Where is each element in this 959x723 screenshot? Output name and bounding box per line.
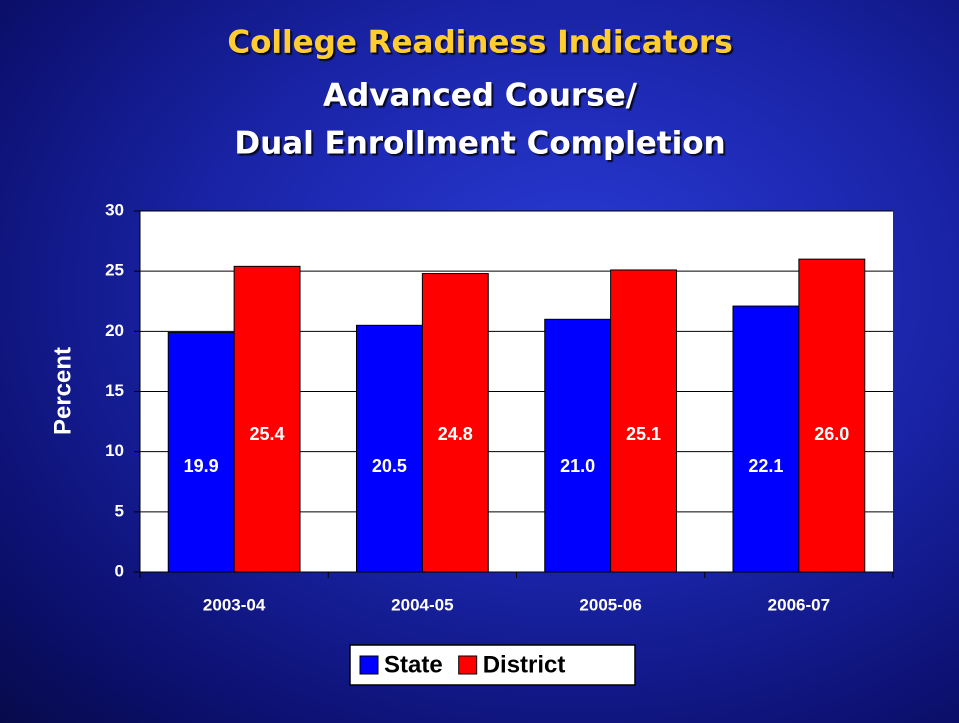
y-tick-label: 25 <box>105 261 124 280</box>
value-label: 19.9 <box>184 456 219 476</box>
bar <box>732 305 800 573</box>
legend-box <box>349 644 636 686</box>
y-tick-label: 20 <box>105 321 124 340</box>
chart-subtitle: Advanced Course/ <box>323 78 638 114</box>
value-label: 25.4 <box>250 424 285 444</box>
legend-swatch <box>359 655 379 675</box>
legend-label: District <box>483 651 566 678</box>
x-tick-label: 2005-06 <box>579 595 641 614</box>
y-axis-label: Percent <box>49 347 76 435</box>
value-label: 26.0 <box>814 424 849 444</box>
bar <box>610 269 678 573</box>
bar <box>355 324 423 573</box>
y-tick-label: 10 <box>105 441 124 460</box>
value-label: 21.0 <box>560 456 595 476</box>
y-tick-label: 15 <box>105 381 124 400</box>
legend-swatch <box>458 655 478 675</box>
chart-title: College Readiness Indicators <box>227 25 732 61</box>
bar <box>421 273 489 573</box>
bar <box>798 258 866 573</box>
y-tick-label: 5 <box>115 501 124 520</box>
y-tick-label: 30 <box>105 200 124 219</box>
bar <box>167 332 235 573</box>
bar <box>233 265 301 573</box>
value-label: 20.5 <box>372 456 407 476</box>
value-label: 25.1 <box>626 424 661 444</box>
legend-label: State <box>384 651 443 678</box>
x-tick-label: 2004-05 <box>391 595 453 614</box>
chart-subtitle: Dual Enrollment Completion <box>234 126 725 162</box>
value-label: 24.8 <box>438 424 473 444</box>
y-tick-label: 0 <box>115 561 124 580</box>
value-label: 22.1 <box>748 456 783 476</box>
bar <box>544 318 612 573</box>
x-tick-label: 2006-07 <box>768 595 830 614</box>
x-tick-label: 2003-04 <box>203 595 266 614</box>
